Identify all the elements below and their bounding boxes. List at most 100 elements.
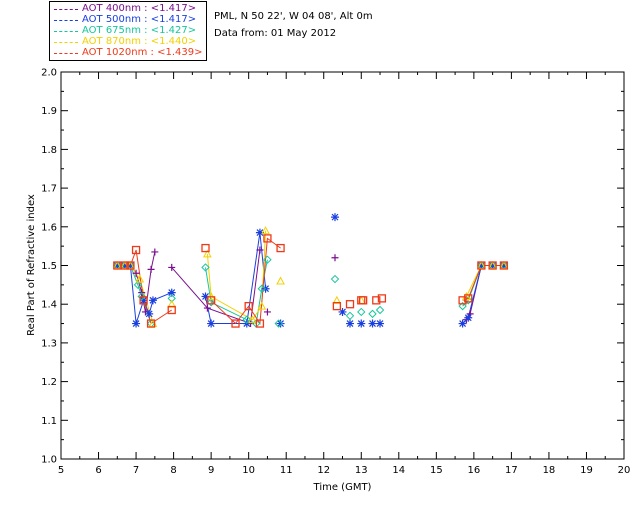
x-tick-label: 6 [95,465,101,476]
x-tick-label: 16 [467,465,480,476]
y-tick-label: 1.1 [41,416,57,427]
y-tick-label: 1.3 [41,338,57,349]
x-axis-label: Time (GMT) [313,482,372,493]
data-point-diamond [368,309,377,319]
data-point-square [464,294,473,303]
data-point-plus [203,304,211,312]
data-point-square [167,305,176,315]
data-point-asterisk [148,296,157,305]
data-point-diamond [257,284,267,293]
data-point-asterisk [477,261,486,270]
y-tick-label: 2.0 [41,68,57,79]
series-line [171,249,261,325]
data-date: Data from: 01 May 2012 [214,28,337,39]
y-tick-label: 1.6 [41,222,57,233]
x-tick-label: 11 [280,465,293,476]
legend-swatch-aot-675 [54,31,78,32]
legend-label-aot-400: AOT 400nm : <1.417> [82,3,197,14]
x-tick-label: 20 [618,465,631,476]
site-location: PML, N 50 22', W 04 08', Alt 0m [214,11,373,22]
data-point-diamond [201,263,210,272]
y-tick-label: 1.4 [41,300,57,311]
data-point-square [372,296,381,305]
legend-swatch-aot-400 [54,9,78,10]
y-tick-label: 1.7 [41,184,57,195]
data-point-asterisk [488,261,497,270]
tick-labels: 5 6 7 8 9 10 11 12 13 14 15 16 17 18 19 20 1.0 1.1 1.2 1.3 1… [41,68,630,477]
data-point-asterisk [126,261,135,270]
data-point-square [244,301,253,311]
data-point-diamond [242,315,251,324]
legend-label-aot-870: AOT 870nm : <1.440> [82,36,197,47]
x-tick-label: 15 [430,465,443,476]
data-point-asterisk [145,309,154,318]
data-point-triangle [167,299,177,308]
data-point-diamond [206,298,216,307]
x-tick-label: 10 [242,465,255,476]
x-tick-label: 5 [58,465,64,476]
y-axis-label: Real Part of Refractive index [26,194,37,336]
axis-ticks [60,71,625,460]
data-point-square [139,296,148,305]
data-point-square [131,245,141,255]
data-point-diamond [167,294,176,303]
data-point-plus [263,308,271,316]
legend-label-aot-500: AOT 500nm : <1.417> [82,14,197,25]
data-point-square [201,243,210,253]
series-line [465,265,504,297]
data-point-asterisk [255,228,264,237]
site-info: PML, N 50 22', W 04 08', Alt 0m Data fro… [214,8,373,42]
data-point-triangle [135,274,145,283]
data-point-diamond [137,292,146,301]
data-point-asterisk [346,319,355,328]
data-point-square [126,261,135,270]
legend-swatch-aot-870 [54,42,78,43]
data-point-diamond [375,305,385,315]
data-point-square [332,301,342,311]
x-tick-label: 9 [208,465,214,476]
data-point-square [231,319,240,328]
data-point-diamond [263,255,272,264]
y-tick-label: 1.8 [41,145,57,156]
y-tick-label: 1.2 [41,377,57,388]
x-tick-label: 13 [355,465,368,476]
data-point-asterisk [139,296,148,305]
y-tick-label: 1.5 [41,261,57,272]
data-point-square [276,243,285,253]
y-tick-label: 1.9 [41,106,57,117]
x-tick-label: 12 [317,465,330,476]
data-point-square [255,319,265,328]
data-point-square [499,261,509,270]
data-point-asterisk [368,319,377,328]
data-point-diamond [133,280,143,290]
data-point-triangle [203,249,212,258]
data-point-triangle [332,295,342,304]
data-point-triangle [248,315,257,324]
legend-swatch-aot-500 [54,20,78,21]
data-point-asterisk [132,319,141,328]
data-point-square [146,319,156,328]
data-point-asterisk [338,307,347,316]
data-point-triangle [276,276,285,285]
legend-label-aot-1020: AOT 1020nm : <1.439> [82,47,203,58]
series-line [462,265,504,307]
series-line [206,230,267,321]
data-point-square [206,296,216,305]
series-points [112,213,509,328]
data-point-asterisk [167,288,176,297]
legend-label-aot-675: AOT 675nm : <1.427> [82,25,197,36]
data-point-plus [256,246,264,254]
data-point-square [120,261,129,270]
x-tick-label: 8 [170,465,176,476]
data-point-asterisk [113,261,122,270]
x-tick-label: 18 [543,465,556,476]
x-tick-label: 17 [505,465,518,476]
series-line [205,259,268,325]
plot-frame [60,71,625,460]
data-point-asterisk [464,313,473,322]
series-line [465,265,504,320]
data-point-diamond [274,319,283,328]
data-point-asterisk [458,319,467,328]
data-point-square [458,296,467,305]
